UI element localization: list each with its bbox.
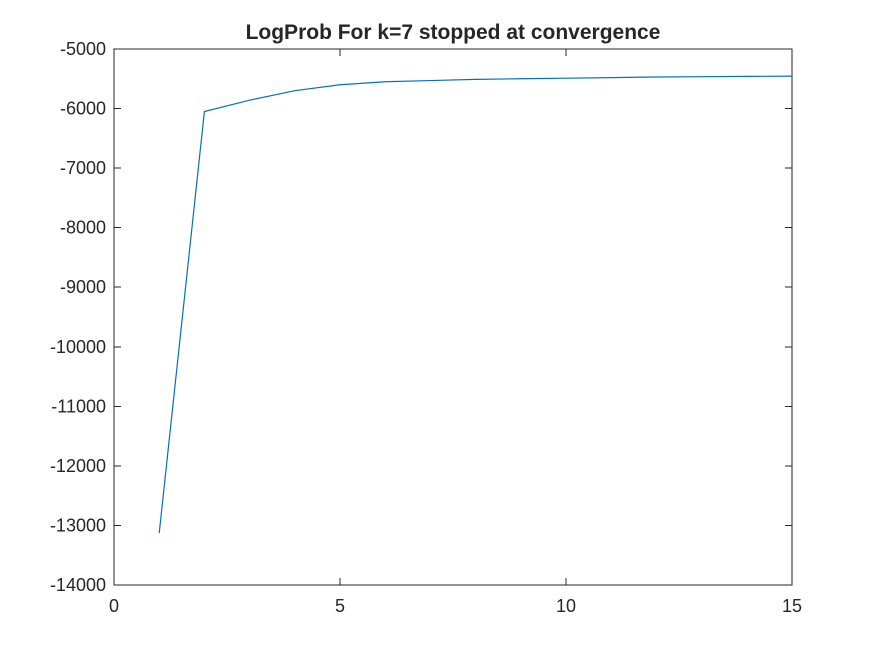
- x-tick-label: 10: [556, 596, 576, 616]
- plot-area: [113, 48, 793, 586]
- y-tick-label: -7000: [60, 158, 106, 178]
- y-tick-label: -14000: [50, 575, 106, 595]
- y-axis: -5000 -6000 -7000 -8000 -9000 -10000 -11000 -12…: [50, 39, 792, 595]
- series-group: [158, 75, 793, 534]
- y-tick-label: -9000: [60, 277, 106, 297]
- y-tick-label: -5000: [60, 39, 106, 59]
- y-tick-label: -6000: [60, 99, 106, 119]
- y-tick-label: -13000: [50, 515, 106, 535]
- series-line-0: [158, 75, 793, 534]
- x-axis: 0 5 10 15: [109, 49, 802, 616]
- x-tick-label: 15: [782, 596, 802, 616]
- x-tick-label: 5: [335, 596, 345, 616]
- y-tick-label: -10000: [50, 337, 106, 357]
- y-tick-label: -11000: [51, 396, 106, 416]
- y-tick-label: -8000: [60, 218, 106, 238]
- y-tick-label: -12000: [50, 456, 106, 476]
- chart-title: LogProb For k=7 stopped at convergence: [246, 21, 661, 44]
- x-tick-label: 0: [109, 596, 119, 616]
- plot-frame: [113, 48, 793, 586]
